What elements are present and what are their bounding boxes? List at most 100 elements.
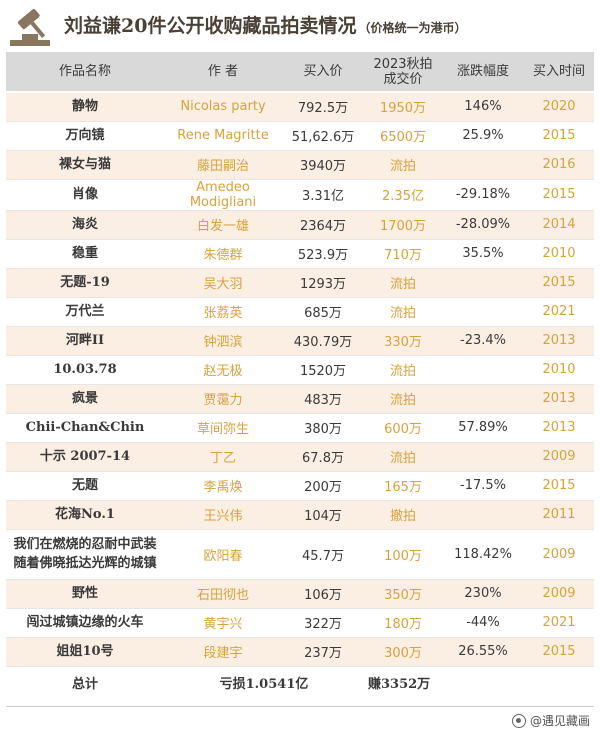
- buy-price: 1520万: [299, 364, 347, 379]
- sold-price: 6500万: [379, 130, 427, 145]
- sold-price: 2.35亿: [382, 189, 424, 204]
- artist-name: 李禹焕: [203, 480, 243, 495]
- price-change: [442, 442, 524, 471]
- header-artist: 作 者: [164, 52, 282, 93]
- artist-name: 草间弥生: [196, 422, 249, 437]
- table-row: 无题 李禹焕 200万 165万 -17.5% 2015: [6, 471, 594, 500]
- watermark: @遇见藏画: [511, 712, 590, 729]
- buy-price: 45.7万: [302, 548, 344, 564]
- buy-price: 430.79万: [282, 326, 364, 355]
- artist-name: 石田彻也: [164, 579, 282, 608]
- artwork-name: 海炎: [6, 210, 164, 239]
- buy-year: 2015: [542, 128, 576, 143]
- total-label: 总计: [71, 676, 98, 692]
- sold-price: 330万: [364, 326, 442, 355]
- price-change: -29.18%: [455, 187, 511, 202]
- total-loss: 亏损1.0541亿: [219, 676, 309, 692]
- sold-price: 流拍: [389, 306, 416, 321]
- header-buy-price: 买入价: [282, 52, 364, 93]
- sold-price: 流拍: [389, 364, 416, 379]
- artist-name: Rene Magritte: [177, 128, 269, 143]
- bottom-rule: [6, 706, 594, 707]
- price-change: [442, 500, 524, 529]
- artist-name: 丁乙: [164, 442, 282, 471]
- sold-price: 100万: [384, 548, 422, 564]
- watermark-text: @遇见藏画: [529, 714, 590, 728]
- weibo-icon: [511, 713, 526, 728]
- buy-year: 2015: [542, 478, 576, 493]
- sold-price: 300万: [364, 637, 442, 666]
- artist-name: 欧阳春: [203, 548, 243, 564]
- table-row: 野性 石田彻也 106万 350万 230% 2009: [6, 579, 594, 608]
- buy-price: 237万: [282, 637, 364, 666]
- price-change: [442, 355, 524, 384]
- buy-price: 523.9万: [297, 248, 349, 263]
- artwork-name: 稳重: [71, 246, 98, 261]
- price-change: -17.5%: [460, 478, 506, 493]
- price-change: 57.89%: [458, 420, 508, 435]
- artwork-name: 花海No.1: [6, 500, 164, 529]
- artist-name: 贾霭力: [164, 384, 282, 413]
- buy-price: 322万: [304, 617, 342, 632]
- price-change: 146%: [442, 92, 524, 121]
- artwork-name: 万代兰: [65, 304, 105, 319]
- buy-price: 1293万: [282, 268, 364, 297]
- header-artwork: 作品名称: [6, 52, 164, 93]
- artist-name: 朱德群: [203, 248, 243, 263]
- price-change: 230%: [442, 579, 524, 608]
- artist-name: Amedeo Modigliani: [189, 179, 257, 210]
- price-change: [442, 150, 524, 179]
- price-change: -44%: [466, 615, 500, 630]
- artist-name: 藤田嗣治: [164, 150, 282, 179]
- page-header: 刘益谦20件公开收购藏品拍卖情况 （价格统一为港币）: [0, 0, 600, 50]
- table-row: 姐姐10号 段建宇 237万 300万 26.55% 2015: [6, 637, 594, 666]
- table-total-row: 总计 亏损1.0541亿 赚3352万: [6, 666, 594, 698]
- buy-year: 2013: [542, 420, 576, 435]
- buy-year: 2010: [542, 362, 576, 377]
- table-row: 10.03.78 赵无极 1520万 流拍 2010: [6, 355, 594, 384]
- table-row: 十示 2007-14 丁乙 67.8万 流拍 2009: [6, 442, 594, 471]
- buy-year: 2011: [524, 500, 594, 529]
- artwork-name: 无题: [71, 478, 98, 493]
- artwork-name: 我们在燃烧的忍耐中武装 随着佛晓抵达光辉的城镇: [13, 537, 157, 571]
- artist-name: 王兴伟: [164, 500, 282, 529]
- total-gain: 赚3352万: [368, 676, 431, 692]
- buy-year: 2021: [542, 615, 576, 630]
- auction-gavel-icon: [10, 8, 50, 46]
- artwork-name: 肖像: [71, 187, 98, 202]
- buy-year: 2015: [542, 187, 576, 202]
- price-change: 118.42%: [454, 546, 512, 562]
- artwork-name: 疯景: [6, 384, 164, 413]
- table-row: 海炎 白发一雄 2364万 1700万 -28.09% 2014: [6, 210, 594, 239]
- table-row: 闯过城镇边缘的火车 黄宇兴 322万 180万 -44% 2021: [6, 608, 594, 637]
- sold-price: 1950万: [364, 92, 442, 121]
- header-buy-year: 买入时间: [524, 52, 594, 93]
- artwork-name: 裸女与猫: [6, 150, 164, 179]
- artist-name: 赵无极: [203, 364, 243, 379]
- sold-price: 350万: [364, 579, 442, 608]
- buy-price: 51,62.6万: [291, 130, 355, 145]
- table-row: 万代兰 张荔英 685万 流拍 2021: [6, 297, 594, 326]
- artwork-name: 10.03.78: [53, 362, 117, 377]
- buy-price: 106万: [282, 579, 364, 608]
- buy-year: 2014: [524, 210, 594, 239]
- artwork-name: 姐姐10号: [6, 637, 164, 666]
- table-row: 裸女与猫 藤田嗣治 3940万 流拍 2016: [6, 150, 594, 179]
- price-change: -23.4%: [442, 326, 524, 355]
- artist-name: 张荔英: [203, 306, 243, 321]
- buy-price: 104万: [282, 500, 364, 529]
- sold-price: 流拍: [364, 442, 442, 471]
- sold-price: 流拍: [364, 384, 442, 413]
- buy-year: 2009: [524, 442, 594, 471]
- artwork-name: 野性: [6, 579, 164, 608]
- table-row: 我们在燃烧的忍耐中武装 随着佛晓抵达光辉的城镇 欧阳春 45.7万 100万 118.42…: [6, 529, 594, 579]
- price-change: -28.09%: [442, 210, 524, 239]
- artwork-name: 闯过城镇边缘的火车: [26, 615, 144, 630]
- buy-year: 2021: [542, 304, 576, 319]
- artist-name: 白发一雄: [164, 210, 282, 239]
- price-change: [442, 268, 524, 297]
- table-row: 花海No.1 王兴伟 104万 撤拍 2011: [6, 500, 594, 529]
- artwork-name: 河畔II: [6, 326, 164, 355]
- table-row: 万向镜 Rene Magritte 51,62.6万 6500万 25.9% 2015: [6, 121, 594, 150]
- price-change: 26.55%: [442, 637, 524, 666]
